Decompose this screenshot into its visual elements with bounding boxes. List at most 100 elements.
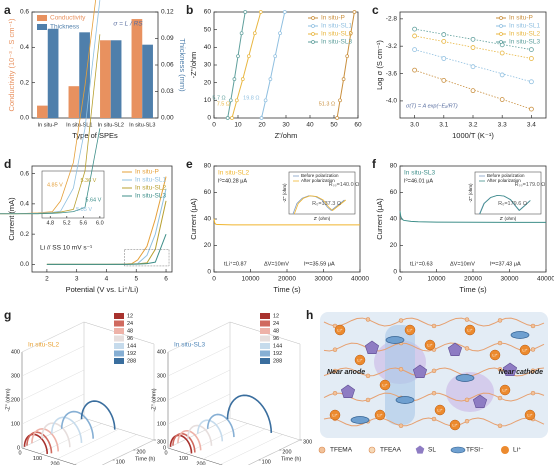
legend-label: TFEMA <box>330 447 353 454</box>
y-tick-label: 200 <box>282 449 291 455</box>
data-point <box>529 56 534 61</box>
monomer-node <box>464 346 470 351</box>
inset-legend-label: Before polarization <box>301 173 339 178</box>
y-tick-label: 50 <box>204 26 212 33</box>
inset-x-label: Z' (ohm) <box>314 216 331 221</box>
legend-label: In situ-SL3 <box>321 39 352 46</box>
x-tick-label: 3.0 <box>410 122 419 129</box>
x-tick-label: 50 <box>330 122 338 129</box>
li-ion-label: Li⁺ <box>377 413 382 418</box>
y-axis-label: Current (μA) <box>189 198 198 240</box>
data-point <box>348 31 353 36</box>
x-tick-label: 3.3 <box>498 122 507 129</box>
inset-x-label: Z' (ohm) <box>500 216 517 221</box>
legend-label: 48 <box>127 328 133 334</box>
y-tick-label: 0.0 <box>20 261 29 268</box>
y-axis-label: Time (h) <box>135 456 155 462</box>
grid-line <box>167 345 231 377</box>
annotation: Li // SS 10 mV s⁻¹ <box>40 245 93 252</box>
grid-line <box>220 434 283 465</box>
panel-label: h <box>306 308 313 322</box>
bar <box>131 19 143 118</box>
bar <box>110 40 122 119</box>
li-ion <box>499 384 511 396</box>
plot-frame <box>31 165 173 273</box>
data-point <box>335 116 339 120</box>
li-ion <box>434 404 446 416</box>
data-point <box>412 47 418 53</box>
legend-label: 96 <box>127 336 133 342</box>
inset-x-tick-label: 5.6 <box>80 220 88 226</box>
bar <box>68 86 80 118</box>
note: ΔV=10mV <box>450 261 475 267</box>
legend-marker <box>311 16 315 20</box>
data-point <box>441 32 447 37</box>
li-ion-label: Li⁺ <box>522 348 527 353</box>
y-tick-label: 300 <box>157 439 166 445</box>
y-tick-label: 0.2 <box>20 231 29 238</box>
legend-swatch <box>114 320 124 327</box>
grid-line <box>21 369 85 401</box>
data-point <box>243 10 248 14</box>
y-tick-label: 0.0 <box>20 115 29 122</box>
panel: f 0 20 40 60 80 0 10000 20000 30000 40000 Time (s) C… <box>372 157 554 294</box>
data-point <box>529 106 534 112</box>
x-tick-label: 60 <box>354 122 362 129</box>
series-line <box>292 195 345 215</box>
panel: e 0 20 40 60 80 0 10000 20000 30000 40000 Time (s) C… <box>186 157 369 294</box>
grid-line <box>167 321 231 353</box>
data-point <box>441 77 447 83</box>
x-category-label: In situ-SL2 <box>98 122 124 128</box>
grid-line <box>39 423 102 454</box>
legend-label: 48 <box>273 328 279 334</box>
legend-swatch <box>260 343 270 349</box>
legend-label: In situ-SL1 <box>509 23 540 30</box>
annotation: 19.8 Ω <box>243 95 259 101</box>
data-point <box>352 10 357 14</box>
x-tick-label: 4 <box>105 276 109 283</box>
note: I⁰=40.28 μA <box>218 177 247 184</box>
legend-label: 12 <box>127 313 133 319</box>
y-tick-label: 0.6 <box>20 170 29 177</box>
monomer-node <box>431 368 437 374</box>
x-tick-label: 6 <box>164 276 168 283</box>
data-point <box>412 67 418 73</box>
note: tLi⁺=0.87 <box>224 260 247 267</box>
legend-swatch <box>37 24 47 30</box>
legend-swatch <box>260 335 270 342</box>
data-point <box>499 50 505 56</box>
y-axis-label: Current (μA) <box>375 198 384 240</box>
data-point <box>345 54 350 59</box>
inset-x-tick-label: 5.2 <box>63 220 71 226</box>
legend-label: In situ-SL2 <box>321 31 352 38</box>
formula: σ(T) = A exp(−Eₐ/RT) <box>406 103 458 109</box>
y-tick-label: 200 <box>136 449 145 455</box>
y-tick-label: -3.2 <box>386 43 398 50</box>
li-ion-label: Li⁺ <box>332 413 337 418</box>
y-tick-label: 80 <box>204 163 212 170</box>
data-point <box>225 116 230 120</box>
monomer-node <box>332 347 338 352</box>
impedance-arc <box>41 422 71 448</box>
z-tick-label: 0 <box>163 445 166 451</box>
sl-molecule <box>447 342 463 357</box>
x-axis-label: Type of SPEs <box>72 131 118 140</box>
inset-frame <box>474 171 542 215</box>
x-axis-label: Time (s) <box>273 285 301 294</box>
grid-line <box>167 393 231 425</box>
panel: d 0.0 0.2 0.4 0.6 2 3 4 5 6 Potential (V vs. Li⁺/L… <box>0 0 173 294</box>
region-label: Near cathode <box>499 369 543 376</box>
legend-icon <box>415 445 425 454</box>
data-point <box>282 10 287 14</box>
y-tick-label: 60 <box>390 189 398 196</box>
monomer-node <box>530 323 536 329</box>
impedance-arc <box>60 410 94 439</box>
series-line <box>479 194 531 215</box>
legend-label: In situ-SL3 <box>135 193 166 200</box>
legend-label: In situ-SL2 <box>135 185 166 192</box>
fit-line <box>414 35 532 59</box>
inset-legend-label: After polarization <box>301 178 335 183</box>
legend-marker <box>499 24 503 28</box>
z-tick-label: 300 <box>157 373 166 379</box>
x-tick-label: 0 <box>164 450 167 456</box>
